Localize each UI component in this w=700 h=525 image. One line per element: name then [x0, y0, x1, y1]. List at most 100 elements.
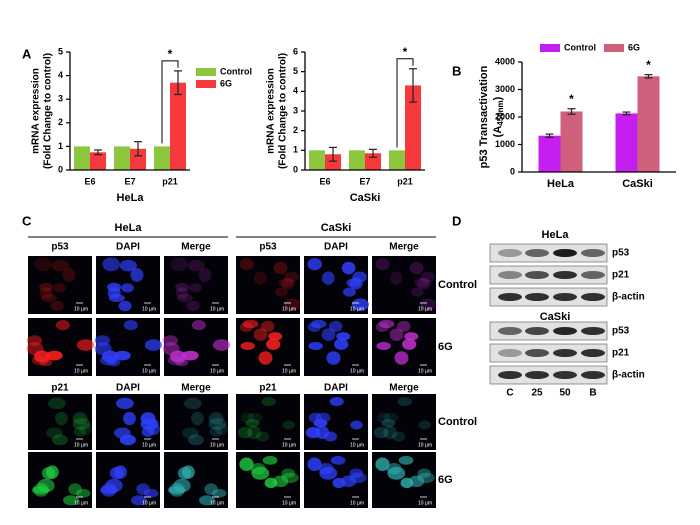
- panel-label: A: [22, 46, 32, 61]
- scale-label: 10 µm: [350, 500, 364, 506]
- cell: [326, 351, 341, 365]
- cell: [169, 482, 185, 497]
- error-bar: [369, 148, 377, 158]
- scale-label: 10 µm: [74, 306, 88, 312]
- cell: [245, 419, 260, 428]
- cell: [247, 412, 263, 423]
- scale-label: 10 µm: [282, 500, 296, 506]
- blot-title: HeLa: [542, 229, 570, 241]
- cell: [51, 434, 68, 446]
- scale-label: 10 µm: [74, 442, 88, 448]
- cell: [247, 425, 262, 440]
- scale-label: 10 µm: [142, 368, 156, 374]
- significance-bracket: [396, 58, 414, 148]
- condition-label: 6G: [438, 341, 453, 353]
- scale-label: 10 µm: [418, 442, 432, 448]
- cell: [328, 320, 343, 332]
- significance-bracket: [161, 60, 179, 144]
- cell: [351, 298, 369, 311]
- x-tick-label: p21: [397, 176, 413, 186]
- significance: *: [646, 58, 651, 72]
- cell: [308, 412, 323, 423]
- cell: [253, 328, 268, 341]
- cell: [349, 468, 363, 478]
- y-axis-label-part: p53 Transactivation: [478, 65, 490, 168]
- channel-label: DAPI: [116, 383, 140, 394]
- blot-band: [498, 249, 522, 257]
- y-tick-label: 2: [58, 117, 63, 127]
- cell: [72, 412, 88, 425]
- cell: [329, 396, 344, 407]
- scale-label: 10 µm: [210, 442, 224, 448]
- significance: *: [569, 92, 574, 106]
- y-axis-label-part: (A: [492, 126, 504, 138]
- legend-swatch: [196, 68, 216, 76]
- channel-label: Merge: [181, 383, 211, 394]
- cell: [346, 277, 361, 288]
- cell: [258, 351, 273, 365]
- micrograph: [372, 256, 436, 314]
- bar: [615, 113, 638, 172]
- y-tick-label: 3: [293, 105, 298, 115]
- scale-label: 10 µm: [74, 368, 88, 374]
- x-axis-label: CaSki: [350, 192, 381, 204]
- cell: [191, 320, 206, 331]
- channel-label: p21: [51, 383, 69, 394]
- micrograph: [28, 256, 92, 314]
- cell: [34, 257, 52, 272]
- cell: [383, 412, 399, 423]
- y-tick-label: 0: [58, 164, 63, 174]
- error-bar: [94, 149, 102, 156]
- group-title: CaSki: [321, 222, 352, 234]
- band-label: β-actin: [612, 292, 645, 303]
- y-tick-label: 4: [293, 86, 298, 96]
- bar: [349, 150, 365, 170]
- cell: [162, 342, 180, 356]
- micrograph: [236, 394, 300, 450]
- band-label: p53: [612, 248, 630, 259]
- micrograph: [372, 394, 436, 450]
- error-bar: [622, 111, 631, 116]
- cell: [343, 287, 356, 297]
- cell: [215, 422, 228, 436]
- cell: [189, 283, 202, 293]
- cell: [118, 300, 132, 312]
- micrograph: [28, 394, 92, 450]
- cell: [350, 420, 363, 430]
- cell: [239, 322, 253, 333]
- cell: [239, 457, 254, 471]
- blot-band: [498, 293, 522, 301]
- cell: [281, 277, 295, 290]
- cell: [183, 397, 202, 409]
- y-axis-label: (Fold Change to control): [278, 53, 289, 169]
- cell: [417, 277, 431, 290]
- x-tick-label: E6: [84, 176, 95, 186]
- lane-label: 25: [531, 388, 543, 399]
- cell: [175, 287, 189, 299]
- bar: [637, 76, 660, 172]
- cell: [209, 426, 223, 437]
- y-tick-label: 2000: [495, 111, 515, 121]
- cell: [113, 465, 127, 479]
- scale-label: 10 µm: [142, 500, 156, 506]
- y-tick-label: 0: [510, 166, 515, 176]
- cell: [175, 282, 190, 292]
- cell: [191, 411, 204, 426]
- cell: [68, 483, 82, 495]
- cell: [208, 412, 224, 425]
- condition-label: 6G: [438, 474, 453, 486]
- cell: [308, 341, 323, 351]
- cell: [273, 475, 289, 488]
- blot-band: [581, 327, 605, 335]
- cell: [273, 261, 288, 275]
- cell: [420, 271, 435, 283]
- cell: [182, 350, 199, 361]
- band-label: p53: [612, 326, 630, 337]
- blot-band: [498, 349, 522, 357]
- scale-label: 10 µm: [282, 442, 296, 448]
- blot-band: [581, 371, 605, 379]
- x-tick-label: CaSki: [622, 178, 653, 190]
- cell: [47, 397, 66, 409]
- cell: [162, 335, 179, 346]
